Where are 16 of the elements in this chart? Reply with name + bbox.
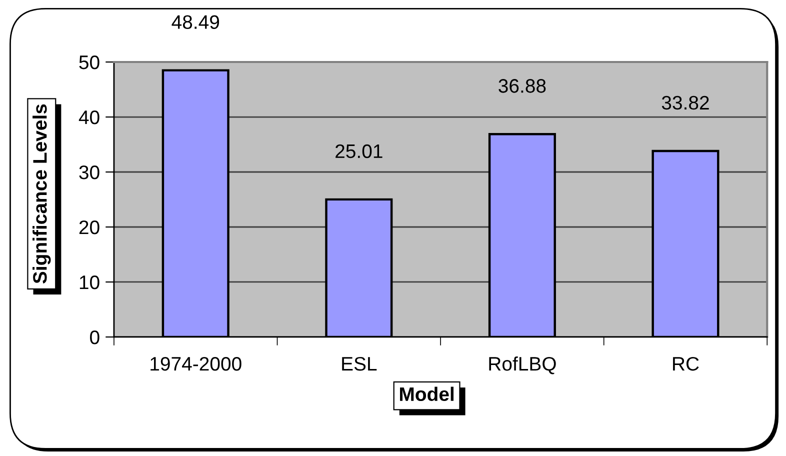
y-tick-label: 30 [79,165,100,180]
y-tick-label: 10 [80,275,100,290]
y-tick-label: 40 [78,110,100,124]
x-tick-label: ESL [342,356,377,371]
x-tick-label: RC [673,356,699,371]
data-label: 48.49 [172,15,220,29]
x-tick-label: RofLBQ [489,356,556,374]
data-label: 33.82 [662,96,709,110]
y-axis-title: Significance Levels [32,104,51,284]
x-tick-label: 1974-2000 [150,356,242,371]
x-axis-title: Model [400,386,454,402]
y-tick-label: 50 [79,55,100,70]
y-tick-label: 20 [79,220,100,234]
data-label: 36.88 [498,79,546,93]
y-tick-label: 0 [90,330,100,344]
data-label: 25.01 [336,144,382,158]
